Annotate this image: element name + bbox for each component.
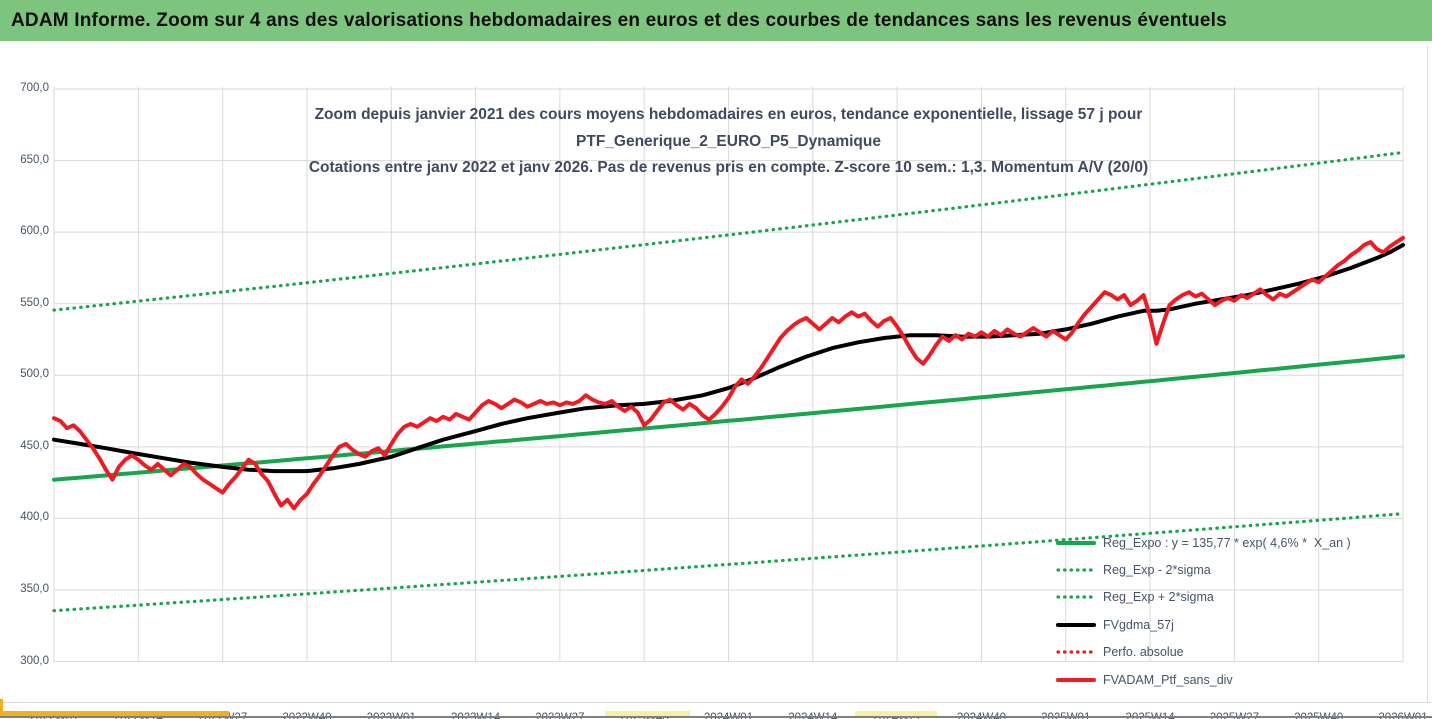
yellow-cell-highlight-2 [855,711,937,716]
legend-item-perfo-absolue[interactable]: Perfo. absolue [1056,639,1351,666]
x-axis-tick-label: 2025W01 [1024,712,1108,719]
legend-item-label: FVADAM_Ptf_sans_div [1103,672,1233,687]
legend-item-label: Perfo. absolue [1103,645,1184,660]
chart-right-border [1427,46,1428,703]
y-axis-tick-label: 600,0 [20,225,49,238]
chart-title-line-3: Cotations entre janv 2022 et janv 2026. … [308,159,1149,176]
y-axis-tick-label: 350,0 [20,582,49,595]
x-axis-tick-label: 2024W14 [771,712,855,719]
x-axis-tick-label: 2023W01 [349,712,433,719]
y-axis-tick-label: 400,0 [20,511,49,524]
chart-legend: Reg_Expo : y = 135,77 * exp( 4,6% * X_an… [1056,529,1351,693]
gold-accent-corner [0,699,3,711]
chart-title: Zoom depuis janvier 2021 des cours moyen… [54,102,1403,182]
gold-accent-bar [0,711,229,717]
series-line-reg-expo [52,354,1405,482]
banner-title: ADAM Informe. Zoom sur 4 ans des valoris… [11,9,1227,31]
legend-item-reg-exp-2-sigma[interactable]: Reg_Exp - 2*sigma [1056,556,1351,583]
legend-item-reg-exp-2-sigma[interactable]: Reg_Exp + 2*sigma [1056,584,1351,611]
x-axis-tick-label: 2023W14 [434,712,518,719]
legend-line-swatch [1056,622,1096,627]
x-axis-tick-label: 2024W40 [939,712,1023,719]
chart-object[interactable]: Zoom depuis janvier 2021 des cours moyen… [0,41,1428,719]
legend-line-swatch [1056,568,1096,572]
x-axis-tick-label: 2026W01 [1361,712,1432,719]
x-axis-tick-label: 2022W40 [265,712,349,719]
legend-item-label: FVgdma_57j [1103,617,1174,632]
legend-line-swatch [1056,650,1096,654]
pane-split-line [0,716,1432,718]
legend-line-swatch [1056,677,1096,682]
y-axis-tick-label: 700,0 [20,82,49,94]
x-axis-tick-label: 2025W14 [1108,712,1192,719]
row-divider-line [0,702,1432,703]
legend-item-fvgdma-57j[interactable]: FVgdma_57j [1056,611,1351,638]
legend-item-label: Reg_Expo : y = 135,77 * exp( 4,6% * X_an… [1103,535,1351,550]
x-axis-tick-label: 2023W27 [518,712,602,719]
y-axis-tick-label: 500,0 [20,368,49,381]
legend-item-fvadam-ptf-sans-div[interactable]: FVADAM_Ptf_sans_div [1056,666,1351,693]
legend-item-label: Reg_Exp + 2*sigma [1103,590,1214,605]
sheet-banner: ADAM Informe. Zoom sur 4 ans des valoris… [0,0,1432,41]
y-axis-tick-label: 550,0 [20,296,49,309]
legend-item-label: Reg_Exp - 2*sigma [1103,563,1211,578]
legend-line-swatch [1056,595,1096,600]
x-axis-tick-label: 2025W40 [1277,712,1361,719]
y-axis-tick-label: 650,0 [20,153,49,166]
x-axis-tick-label: 2024W01 [687,712,771,719]
legend-line-swatch [1056,540,1096,545]
y-axis-tick-label: 450,0 [20,439,49,452]
series-line-reg-exp-2-sigma [52,150,1405,312]
series-line-reg-exp-2-sigma [52,512,1405,613]
legend-item-reg-expo-y-135-77-exp-4-6-x-an[interactable]: Reg_Expo : y = 135,77 * exp( 4,6% * X_an… [1056,529,1351,556]
chart-title-line-2: PTF_Generique_2_EURO_P5_Dynamique [576,132,881,150]
y-axis-tick-label: 300,0 [20,654,49,667]
yellow-cell-highlight-1 [605,711,690,716]
series-line-fvadam-ptf-sans-div [52,235,1405,511]
chart-title-line-1: Zoom depuis janvier 2021 des cours moyen… [314,106,1143,123]
chart-canvas [52,87,1405,662]
x-axis-tick-label: 2025W27 [1192,712,1276,719]
series-line-fvgdma-57j [52,243,1405,474]
